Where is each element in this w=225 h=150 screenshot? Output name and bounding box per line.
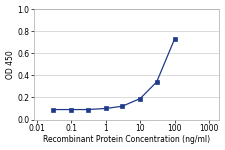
Y-axis label: OD 450: OD 450 [6, 50, 15, 79]
X-axis label: Recombinant Protein Concentration (ng/ml): Recombinant Protein Concentration (ng/ml… [43, 135, 210, 144]
